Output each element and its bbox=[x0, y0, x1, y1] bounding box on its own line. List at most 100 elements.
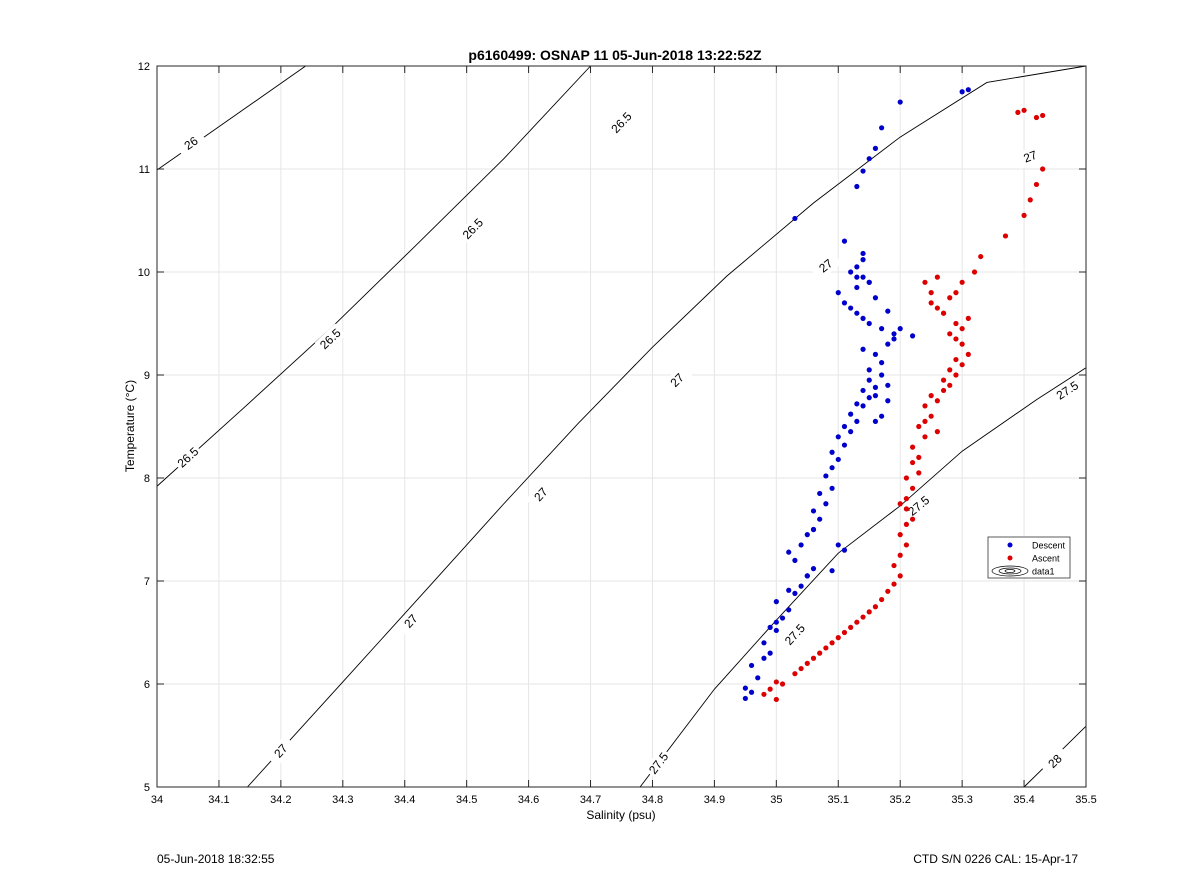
ascent-point bbox=[885, 588, 891, 594]
x-tick-label: 34.3 bbox=[332, 794, 353, 806]
descent-point bbox=[879, 125, 885, 131]
data-points bbox=[742, 87, 1046, 703]
descent-point bbox=[879, 326, 885, 332]
descent-point bbox=[854, 264, 860, 270]
grid bbox=[156, 65, 1087, 788]
descent-point bbox=[860, 257, 866, 263]
descent-point bbox=[841, 300, 848, 306]
x-tick-label: 35.2 bbox=[889, 794, 910, 806]
ascent-point bbox=[903, 475, 909, 481]
ascent-point bbox=[953, 290, 959, 296]
contour-label-bg bbox=[525, 478, 557, 511]
ascent-point bbox=[903, 506, 909, 512]
descent-point bbox=[841, 547, 848, 553]
legend-contour-icon-core bbox=[1004, 569, 1016, 573]
descent-point bbox=[841, 238, 848, 244]
ascent-point bbox=[971, 269, 978, 275]
descent-point bbox=[804, 573, 810, 579]
ascent-point bbox=[860, 614, 866, 620]
contour-label-bg bbox=[172, 442, 204, 473]
descent-point bbox=[866, 395, 872, 401]
footer-ctd-calibration: CTD S/N 0226 CAL: 15-Apr-17 bbox=[913, 852, 1078, 866]
descent-point bbox=[810, 526, 817, 533]
contour-label-bg bbox=[314, 323, 347, 355]
legend-contour-icon-inner bbox=[998, 567, 1022, 575]
contour-label-bg bbox=[265, 735, 297, 767]
contour-label-bg bbox=[1051, 376, 1084, 405]
ascent-point bbox=[761, 691, 767, 697]
descent-point bbox=[891, 336, 897, 342]
ascent-point bbox=[916, 423, 922, 430]
x-tick-label: 35.5 bbox=[1075, 794, 1096, 806]
legend-marker-ascent bbox=[1007, 555, 1013, 561]
contour-label-bg bbox=[809, 250, 842, 281]
descent-point bbox=[823, 473, 829, 479]
descent-point bbox=[773, 599, 779, 605]
y-tick-label: 10 bbox=[138, 267, 150, 279]
ascent-point bbox=[922, 403, 928, 409]
ascent-point bbox=[1015, 109, 1021, 115]
ascent-point bbox=[1002, 233, 1009, 239]
descent-point bbox=[835, 434, 841, 440]
descent-point bbox=[879, 372, 885, 378]
descent-point bbox=[885, 341, 891, 347]
ascent-point bbox=[823, 645, 829, 651]
ascent-point bbox=[891, 562, 897, 569]
descent-point bbox=[829, 465, 835, 471]
axes-box bbox=[156, 65, 1087, 788]
ascent-point bbox=[903, 521, 909, 527]
descent-point bbox=[860, 274, 866, 280]
chart-title: p6160499: OSNAP 11 05-Jun-2018 13:22:52Z bbox=[468, 47, 762, 63]
descent-point bbox=[897, 99, 903, 105]
ascent-point bbox=[934, 398, 940, 404]
x-tick-label: 34.4 bbox=[394, 794, 415, 806]
x-tick-label: 34 bbox=[151, 794, 163, 806]
ascent-point bbox=[897, 552, 903, 558]
ascent-point bbox=[934, 305, 940, 311]
descent-point bbox=[854, 183, 860, 190]
ascent-point bbox=[1027, 197, 1033, 203]
x-tick-label: 35 bbox=[770, 794, 782, 806]
descent-point bbox=[786, 587, 792, 593]
descent-point bbox=[885, 382, 891, 388]
ascent-point bbox=[897, 501, 903, 507]
plot-area: 2626.526.526.526.527272727272727.527.527… bbox=[138, 61, 1097, 806]
ascent-point bbox=[817, 650, 823, 656]
ascent-point bbox=[792, 671, 798, 677]
ascent-point bbox=[940, 387, 947, 394]
ascent-point bbox=[804, 660, 810, 667]
contour-label-bg bbox=[643, 747, 674, 780]
ascent-point bbox=[848, 624, 854, 630]
descent-point bbox=[742, 685, 748, 691]
contour-label: 27 bbox=[1022, 148, 1040, 166]
descent-point bbox=[860, 250, 866, 257]
ascent-point bbox=[922, 434, 928, 440]
x-tick-label: 34.6 bbox=[518, 794, 539, 806]
contour-label-bg bbox=[661, 364, 693, 396]
contour-label-bg bbox=[175, 128, 208, 158]
ascent-point bbox=[909, 444, 916, 450]
x-axis-label: Salinity (psu) bbox=[586, 808, 655, 822]
ascent-point bbox=[767, 686, 773, 692]
ascent-point bbox=[909, 516, 916, 522]
descent-point bbox=[854, 401, 860, 407]
descent-point bbox=[872, 393, 879, 399]
descent-point bbox=[810, 566, 817, 572]
legend-label: data1 bbox=[1032, 567, 1055, 577]
x-tick-label: 34.9 bbox=[704, 794, 725, 806]
descent-point bbox=[891, 331, 897, 337]
y-tick-label: 11 bbox=[139, 164, 150, 176]
contour-label-bg bbox=[457, 213, 489, 245]
descent-point bbox=[829, 485, 835, 491]
legend-contour-icon bbox=[991, 565, 1029, 577]
descent-point bbox=[854, 274, 860, 280]
descent-point bbox=[755, 675, 761, 681]
ascent-point bbox=[953, 320, 959, 327]
ascent-point bbox=[866, 609, 872, 615]
descent-point bbox=[854, 284, 860, 291]
ascent-point bbox=[947, 331, 953, 337]
ascent-point bbox=[940, 310, 947, 316]
ascent-point bbox=[909, 485, 916, 491]
descent-point bbox=[959, 89, 965, 95]
